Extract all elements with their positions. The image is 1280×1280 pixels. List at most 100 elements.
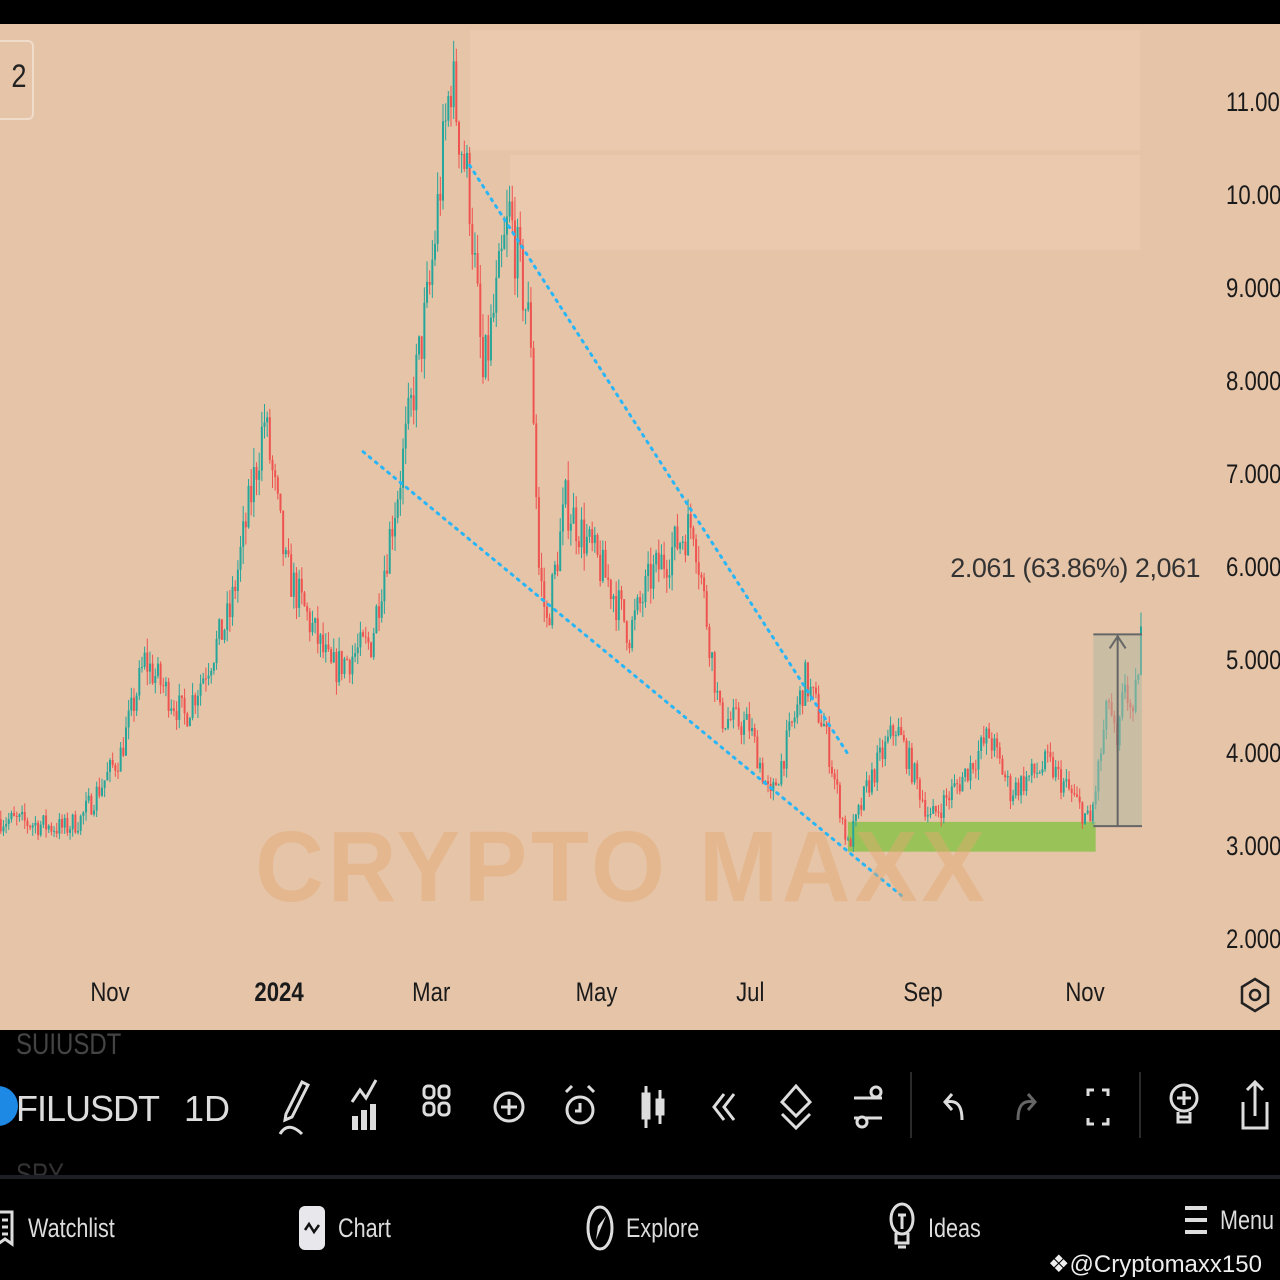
candle-body [703, 577, 706, 592]
candle-body [820, 722, 823, 727]
candle-body [1089, 810, 1092, 822]
candle-body [580, 519, 583, 548]
candle-body [436, 193, 439, 244]
pencil-icon[interactable] [272, 1072, 316, 1142]
templates-icon[interactable] [414, 1072, 458, 1142]
candle-body [1086, 810, 1089, 814]
indicators-icon[interactable] [342, 1072, 386, 1142]
candle-body [1017, 782, 1020, 796]
symbol-name[interactable]: FILUSDT [16, 1088, 160, 1129]
candle-body [484, 335, 487, 378]
fullscreen-icon[interactable] [1076, 1072, 1120, 1142]
candle-body [207, 675, 210, 679]
measure-label: 2.061 (63.86%) 2,061 [950, 553, 1200, 583]
candle-body [644, 576, 647, 603]
chart-area[interactable]: CRYPTO MAXX 2 2.061 (63.86%) 2,061 2.000… [0, 0, 1280, 1030]
candle-body [583, 519, 586, 554]
redo-icon[interactable] [1004, 1072, 1048, 1142]
settings-sliders-icon[interactable] [846, 1072, 890, 1142]
candle-body [500, 248, 503, 252]
candle-body [945, 795, 948, 798]
nav-watchlist[interactable]: Watchlist [0, 1200, 137, 1256]
candle-body [695, 539, 698, 563]
price-tick: 9.000 [1226, 273, 1280, 303]
indicator-count: 2 [11, 58, 27, 94]
candle-body [676, 526, 679, 549]
layers-icon[interactable] [774, 1072, 818, 1142]
price-tick: 2.000 [1226, 924, 1280, 954]
chart-settings-icon[interactable] [1240, 977, 1270, 1013]
idea-icon[interactable] [1162, 1072, 1206, 1142]
candle-body [106, 771, 109, 781]
candle-body [428, 281, 431, 285]
chart-icon [299, 1206, 325, 1250]
candles-icon[interactable] [632, 1072, 676, 1142]
candle-body [314, 618, 317, 624]
candle-body [1070, 788, 1073, 793]
nav-label: Explore [626, 1212, 700, 1243]
candle-body [870, 769, 873, 793]
interval-selector[interactable]: 1D [184, 1088, 231, 1129]
candle-body [687, 514, 690, 556]
candle-body [202, 678, 205, 684]
candle-body [316, 618, 319, 644]
candle-body [50, 825, 53, 832]
candle-body [124, 727, 127, 756]
nav-ideas[interactable]: Ideas [888, 1200, 994, 1256]
resistance-band [470, 30, 1140, 150]
next-symbol[interactable]: SPY [16, 1158, 65, 1176]
candle-body [71, 814, 74, 830]
candle-body [1044, 751, 1047, 770]
candle-body [679, 543, 682, 549]
candle-body [154, 675, 157, 684]
candle-body [729, 719, 732, 721]
candle-body [183, 697, 186, 714]
candle-body [45, 815, 48, 830]
candle-body [854, 814, 857, 821]
price-chart[interactable] [0, 0, 1280, 1030]
candle-body [713, 652, 716, 693]
indicator-legend-toggle[interactable] [0, 40, 34, 120]
chart-toolbar [0, 1032, 1280, 1175]
candle-body [138, 667, 141, 696]
resistance-band [510, 155, 1140, 250]
candle-body [457, 122, 460, 155]
candle-body [167, 681, 170, 711]
nav-explore[interactable]: Explore [586, 1200, 718, 1256]
candle-body [132, 697, 135, 711]
candle-body [79, 815, 82, 831]
candle-body [932, 806, 935, 814]
candle-body [1012, 795, 1015, 802]
candle-body [921, 799, 924, 801]
candle-body [495, 277, 498, 313]
candle-body [178, 695, 181, 720]
candle-body [324, 644, 327, 653]
price-tick: 11.000 [1226, 87, 1280, 117]
candle-body [298, 578, 301, 608]
candle-body [990, 738, 993, 751]
alarm-icon[interactable] [558, 1072, 602, 1142]
previous-symbol[interactable]: SUIUSDT [16, 1028, 122, 1061]
candle-body [375, 606, 378, 633]
candle-body [497, 251, 500, 278]
candle-body [162, 685, 165, 687]
candle-body [148, 663, 151, 672]
share-icon[interactable] [1233, 1072, 1277, 1142]
undo-icon[interactable] [932, 1072, 976, 1142]
nav-chart[interactable]: Chart [298, 1200, 404, 1256]
candle-body [348, 659, 351, 675]
add-icon[interactable] [487, 1072, 531, 1142]
candle-body [748, 713, 751, 732]
candle-body [412, 395, 415, 411]
replay-icon[interactable] [702, 1072, 746, 1142]
candle-body [838, 784, 841, 819]
candle-body [415, 354, 418, 411]
candle-body [85, 800, 88, 813]
candle-body [439, 193, 442, 201]
candle-body [292, 572, 295, 597]
candle-body [617, 590, 620, 621]
candle-body [1076, 794, 1079, 797]
candle-body [798, 690, 801, 705]
candle-body [431, 259, 434, 285]
nav-menu[interactable]: Menu [1184, 1196, 1280, 1244]
